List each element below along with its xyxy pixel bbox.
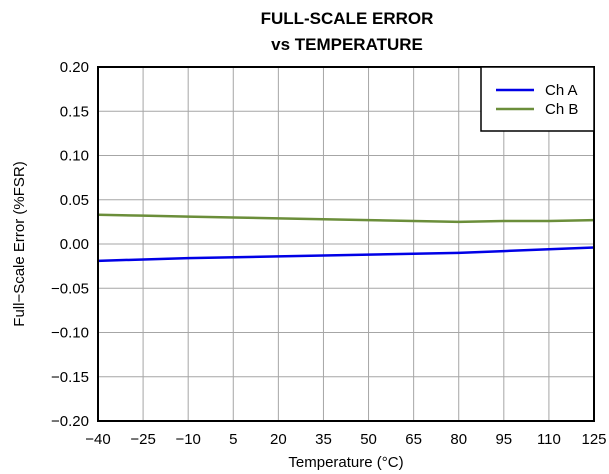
y-tick-label: 0.15 [60,103,89,120]
y-tick-label: −0.15 [51,369,89,386]
grid [98,67,594,421]
chart-title-line-2: vs TEMPERATURE [271,35,423,54]
plot-frame [97,66,595,422]
x-tick-label: 65 [405,431,422,448]
x-tick-label: 95 [495,431,512,448]
y-tick-label: 0.05 [60,192,89,209]
x-tick-label: 125 [581,431,606,448]
y-tick-label: 0.00 [60,236,89,253]
x-tick-label: 110 [537,431,561,448]
x-tick-label: 20 [270,431,287,448]
x-tick-label: −40 [85,431,110,448]
x-axis-label: Temperature (°C) [288,454,403,471]
legend-label-ch-a: Ch A [545,82,578,99]
y-tick-label: −0.10 [51,325,89,342]
x-tick-label: 35 [315,431,332,448]
series-line-ch-b [97,213,595,224]
chart-title-line-1: FULL-SCALE ERROR [261,9,434,28]
x-axis-ticks: −40 −25 −10 5 20 35 50 65 80 95 110 125 [85,431,606,448]
y-tick-label: 0.20 [60,59,89,76]
y-tick-label: 0.10 [60,148,89,165]
legend-label-ch-b: Ch B [545,101,578,118]
x-tick-label: 5 [229,431,237,448]
y-axis-label: Full−Scale Error (%FSR) [11,161,28,326]
x-tick-label: 80 [450,431,467,448]
x-tick-label: −25 [130,431,155,448]
y-tick-label: −0.05 [51,280,89,297]
series-line-ch-a [97,246,595,263]
x-tick-label: 50 [360,431,377,448]
legend-box [480,66,595,132]
series-lines [97,213,595,263]
x-tick-label: −10 [175,431,200,448]
y-axis-ticks: −0.20 −0.15 −0.10 −0.05 0.00 0.05 0.10 0.15 0.20 [51,59,89,430]
legend: Ch A Ch B [480,66,595,132]
y-tick-label: −0.20 [51,413,89,430]
